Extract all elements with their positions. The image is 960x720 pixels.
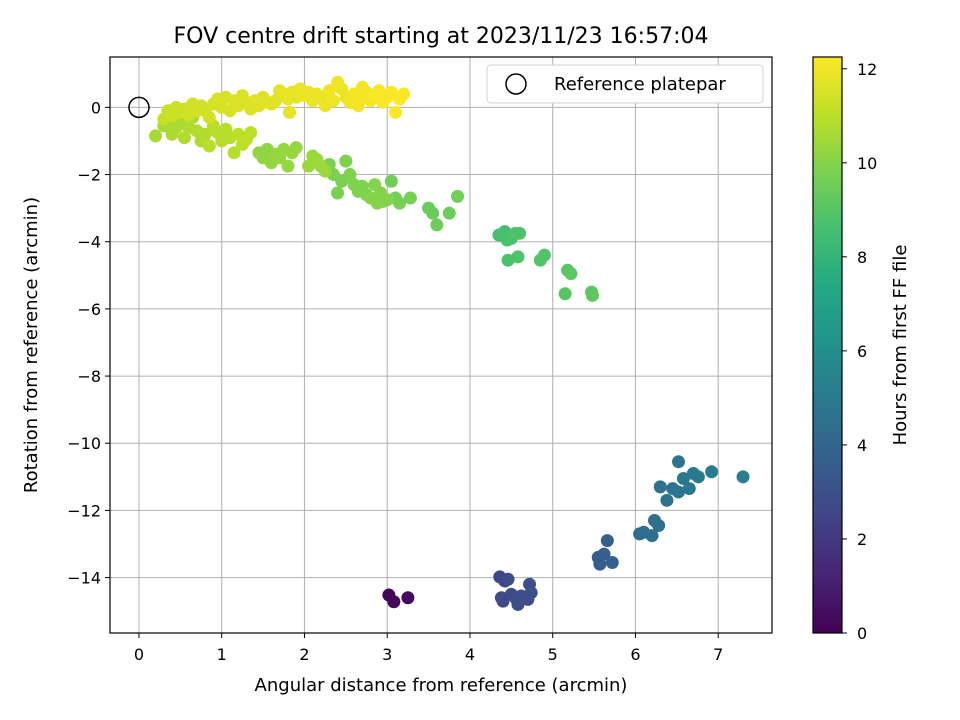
data-point: [558, 287, 572, 301]
data-point: [283, 105, 297, 119]
data-point: [401, 591, 415, 605]
legend-box: [486, 64, 764, 104]
legend-marker: [505, 73, 527, 95]
y-tick-label: −6: [77, 300, 101, 319]
plot-frame: [109, 56, 773, 634]
data-point: [343, 168, 357, 182]
colorbar-tick-label: 12: [857, 60, 877, 79]
colorbar-ticks: 0 2 4 6 8 10 12: [842, 60, 877, 643]
data-point: [384, 174, 398, 188]
colorbar-tick-label: 2: [857, 530, 867, 549]
x-tick-label: 3: [382, 645, 392, 664]
x-tick-label: 5: [548, 645, 558, 664]
colorbar-tick-label: 8: [857, 248, 867, 267]
colorbar: 0 2 4 6 8 10 12 Hours from first FF file: [812, 56, 911, 643]
data-point: [403, 191, 417, 205]
x-tick-label: 2: [299, 645, 309, 664]
data-point: [430, 218, 444, 232]
data-point: [524, 586, 538, 600]
data-point: [331, 186, 345, 200]
x-axis-label: Angular distance from reference (arcmin): [255, 675, 628, 696]
x-tick-label: 6: [630, 645, 640, 664]
y-tick-label: −4: [77, 233, 101, 252]
data-point: [585, 288, 599, 302]
colorbar-label: Hours from first FF file: [890, 245, 911, 446]
data-point: [671, 455, 685, 469]
data-point: [645, 529, 659, 543]
data-point: [397, 87, 411, 101]
y-tick-label: −10: [67, 434, 101, 453]
data-point: [149, 129, 163, 143]
data-point: [426, 206, 440, 220]
y-axis-label: Rotation from reference (arcmin): [21, 197, 42, 493]
colorbar-tick-label: 0: [857, 624, 867, 643]
x-tick-label: 7: [713, 645, 723, 664]
data-point: [227, 146, 241, 160]
data-point: [652, 519, 666, 533]
data-point: [442, 206, 456, 220]
y-tick-label: −12: [67, 501, 101, 520]
colorbar-tick-label: 6: [857, 342, 867, 361]
y-tick-label: −2: [77, 166, 101, 185]
x-axis-ticks: 0 1 2 3 4 5 6 7: [134, 633, 723, 664]
data-point: [393, 196, 407, 210]
data-point: [705, 465, 719, 479]
data-point: [339, 154, 353, 168]
data-point: [671, 485, 685, 499]
chart-title: FOV centre drift starting at 2023/11/23 …: [174, 24, 709, 49]
data-point: [289, 141, 303, 155]
data-point: [318, 164, 332, 178]
data-point: [281, 159, 295, 173]
colorbar-tick-label: 10: [857, 154, 877, 173]
colorbar-tick-label: 4: [857, 436, 867, 455]
x-tick-label: 1: [217, 645, 227, 664]
x-tick-label: 0: [134, 645, 144, 664]
data-point: [380, 193, 394, 207]
data-point: [691, 470, 705, 484]
x-tick-label: 4: [465, 645, 475, 664]
data-point: [736, 470, 750, 484]
data-point: [653, 480, 667, 494]
y-axis-ticks: 0 −2 −4 −6 −8 −10 −12 −14: [67, 98, 110, 588]
data-point: [682, 482, 696, 496]
data-point: [198, 127, 212, 141]
data-points: [149, 75, 750, 611]
data-point: [501, 253, 515, 267]
reference-point-marker: [128, 96, 150, 119]
data-point: [537, 248, 551, 262]
data-point: [593, 557, 607, 571]
data-point: [597, 547, 611, 561]
data-point: [676, 472, 690, 486]
grid-lines: [110, 57, 772, 633]
reference-marker: [128, 96, 150, 119]
data-point: [177, 131, 191, 145]
legend-label: Reference platepar: [554, 74, 726, 95]
data-point: [600, 534, 614, 548]
legend: Reference platepar: [486, 64, 764, 104]
data-point: [501, 572, 515, 586]
data-point: [202, 110, 216, 124]
data-point: [388, 105, 402, 119]
y-tick-label: −14: [67, 569, 101, 588]
data-point: [322, 84, 336, 98]
data-point: [513, 226, 527, 240]
data-point: [660, 493, 674, 507]
data-point: [564, 267, 578, 281]
data-point: [511, 250, 525, 264]
data-point: [244, 126, 258, 140]
data-point: [605, 555, 619, 569]
data-point: [326, 94, 340, 108]
colorbar-gradient: [812, 56, 843, 634]
y-tick-label: 0: [91, 98, 101, 117]
data-point: [202, 139, 216, 153]
data-point: [387, 595, 401, 609]
data-point: [451, 189, 465, 203]
y-tick-label: −8: [77, 367, 101, 386]
